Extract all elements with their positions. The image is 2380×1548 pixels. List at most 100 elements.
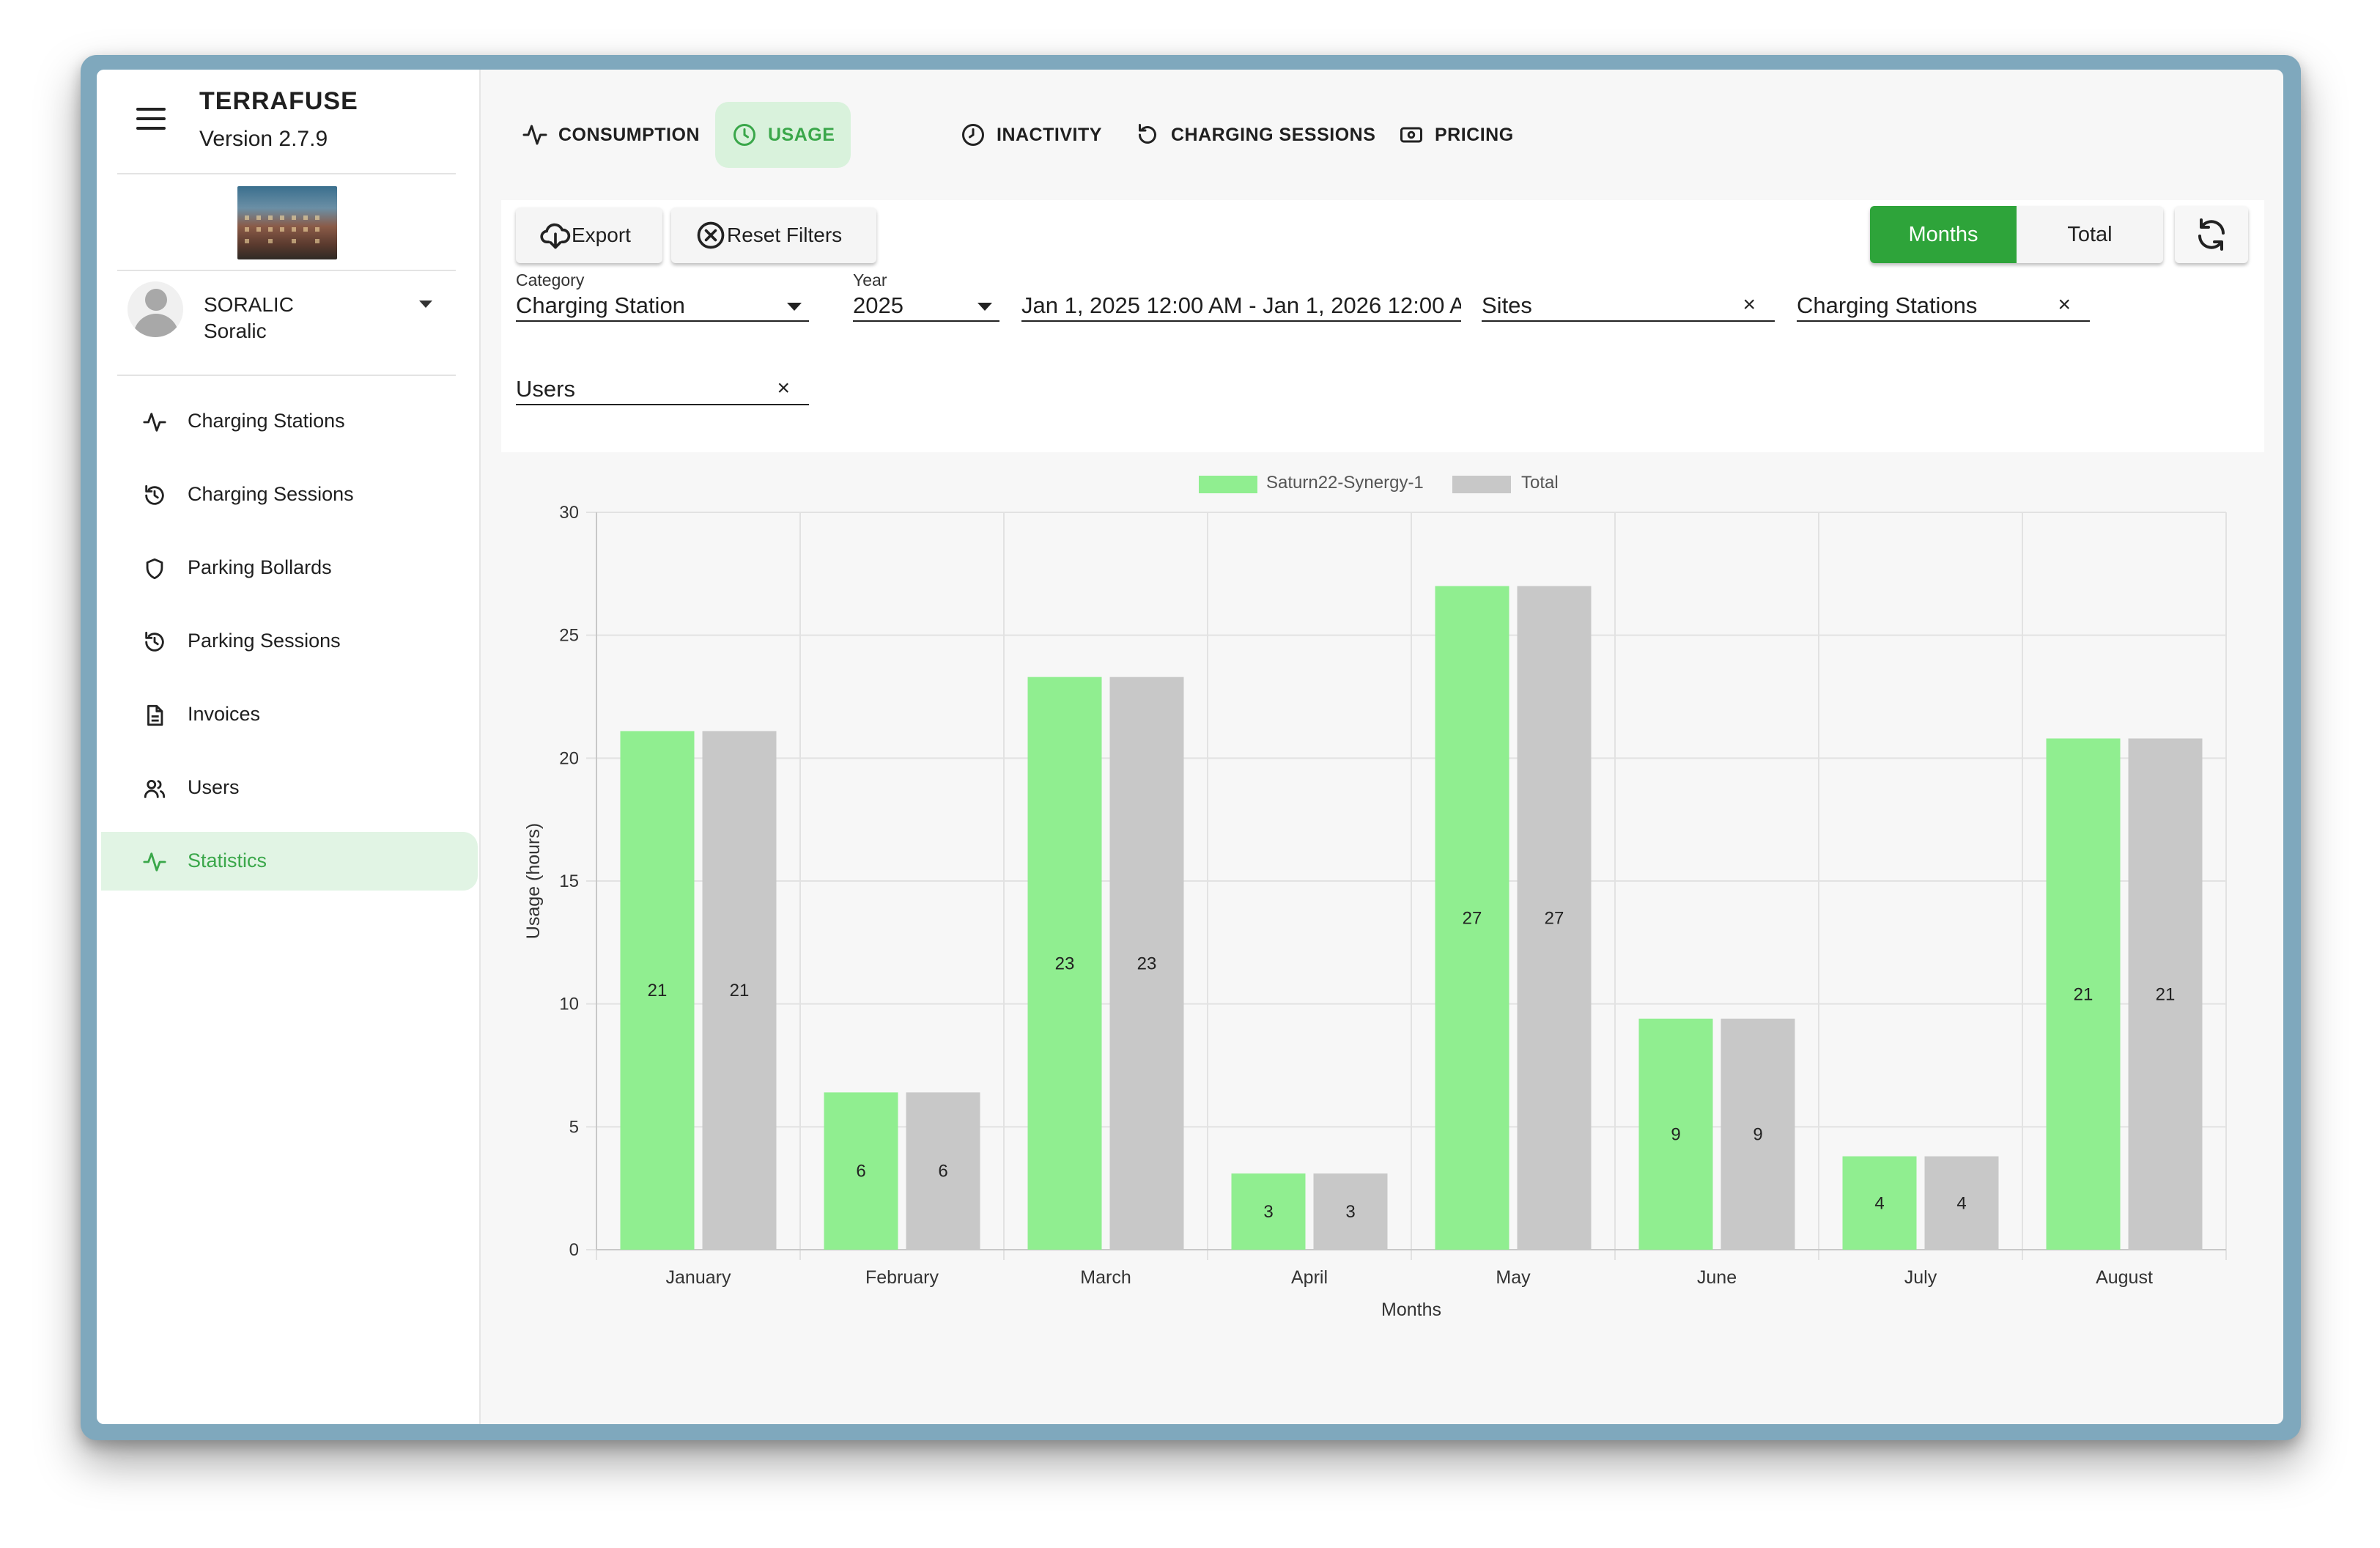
legend-swatch-total[interactable] bbox=[1452, 476, 1511, 493]
sidebar-item-label: Parking Bollards bbox=[188, 556, 332, 578]
user-name: Soralic bbox=[204, 320, 267, 342]
bar-data-label: 9 bbox=[1753, 1124, 1762, 1144]
y-tick-label: 20 bbox=[559, 748, 579, 768]
refresh-icon bbox=[2198, 218, 2225, 251]
sidebar-item-label: Charging Sessions bbox=[188, 483, 354, 505]
charging-stations-value: Charging Stations bbox=[1797, 292, 1978, 318]
year-select[interactable]: Year 2025 bbox=[853, 270, 999, 322]
x-tick-label: May bbox=[1496, 1267, 1531, 1288]
bar-data-label: 4 bbox=[1874, 1193, 1884, 1213]
y-tick-label: 30 bbox=[559, 503, 579, 523]
bar-data-label: 6 bbox=[856, 1162, 865, 1182]
site-image bbox=[237, 186, 337, 259]
sidebar-item-label: Parking Sessions bbox=[188, 630, 341, 652]
activity-icon bbox=[143, 852, 166, 871]
date-range-value: Jan 1, 2025 12:00 AM - Jan 1, 2026 12:00… bbox=[1021, 292, 1461, 318]
sidebar-item-label: Users bbox=[188, 776, 240, 798]
refresh-button[interactable] bbox=[2175, 206, 2248, 263]
history-icon bbox=[145, 631, 164, 652]
y-tick-label: 0 bbox=[569, 1240, 579, 1260]
bar-series1 bbox=[1027, 677, 1102, 1250]
legend-swatch-series1[interactable] bbox=[1199, 476, 1257, 493]
clear-icon[interactable]: × bbox=[1742, 292, 1756, 317]
export-button[interactable]: Export bbox=[516, 207, 662, 263]
chart-legend: Saturn22-Synergy-1 Total bbox=[501, 462, 2283, 493]
total-toggle-button[interactable]: Total bbox=[2017, 206, 2163, 263]
chart-plot: 0 5 10 15 20 25 30 21 21 January 6 6 February 23 23 Mar… bbox=[523, 503, 2227, 1320]
filter-panel: Export Reset Filters Months Total Catego… bbox=[501, 200, 2264, 452]
y-tick-label: 5 bbox=[569, 1117, 579, 1137]
sidebar-item-users[interactable]: Users bbox=[101, 759, 478, 817]
activity-icon bbox=[522, 125, 547, 145]
x-axis-title: Months bbox=[1381, 1300, 1441, 1320]
sidebar: TERRAFUSE Version 2.7.9 SORALIC Soralic … bbox=[97, 70, 481, 1424]
tab-inactivity[interactable]: INACTIVITY bbox=[960, 102, 1102, 168]
y-tick-label: 25 bbox=[559, 626, 579, 646]
caret-down-icon[interactable] bbox=[419, 301, 432, 308]
x-tick-label: January bbox=[666, 1267, 731, 1288]
bar-data-label: 27 bbox=[1545, 908, 1564, 928]
caret-down-icon[interactable] bbox=[978, 303, 992, 311]
clock-icon bbox=[733, 124, 755, 146]
menu-icon[interactable] bbox=[136, 108, 166, 134]
tab-pricing[interactable]: PRICING bbox=[1398, 102, 1514, 168]
timer-icon bbox=[962, 124, 984, 146]
sidebar-item-parking-sessions[interactable]: Parking Sessions bbox=[101, 612, 478, 671]
user-menu[interactable]: SORALIC Soralic bbox=[117, 271, 456, 344]
history-icon bbox=[145, 484, 164, 505]
bar-series1 bbox=[2046, 738, 2121, 1250]
caret-down-icon[interactable] bbox=[787, 303, 802, 311]
tab-label: PRICING bbox=[1435, 124, 1514, 145]
sidebar-item-label: Charging Stations bbox=[188, 410, 345, 432]
sidebar-item-statistics[interactable]: Statistics bbox=[101, 832, 478, 891]
tab-charging-sessions[interactable]: CHARGING SESSIONS bbox=[1134, 102, 1375, 168]
year-caption: Year bbox=[853, 270, 887, 290]
bar-data-label: 21 bbox=[2156, 984, 2176, 1004]
category-select[interactable]: Category Charging Station bbox=[516, 270, 809, 322]
document-icon bbox=[147, 704, 163, 726]
date-range-input[interactable]: Jan 1, 2025 12:00 AM - Jan 1, 2026 12:00… bbox=[1021, 275, 1461, 322]
bar-series1 bbox=[824, 1092, 898, 1250]
sites-filter[interactable]: Sites × bbox=[1482, 275, 1775, 322]
bar-data-label: 21 bbox=[648, 981, 668, 1000]
sidebar-nav: Charging Stations Charging Sessions Park… bbox=[97, 392, 479, 905]
charging-stations-filter[interactable]: Charging Stations × bbox=[1797, 275, 2090, 322]
tab-label: CHARGING SESSIONS bbox=[1171, 124, 1376, 145]
bar-data-label: 27 bbox=[1463, 908, 1482, 928]
x-tick-label: March bbox=[1080, 1267, 1131, 1288]
app-window: TERRAFUSE Version 2.7.9 SORALIC Soralic … bbox=[97, 70, 2283, 1424]
bar-total bbox=[2128, 738, 2203, 1250]
bar-data-label: 3 bbox=[1263, 1202, 1273, 1222]
users-icon bbox=[144, 779, 166, 798]
users-filter[interactable]: Users × bbox=[516, 358, 809, 405]
shield-icon bbox=[146, 558, 163, 580]
period-toggle: Months Total bbox=[1870, 206, 2163, 263]
bar-data-label: 21 bbox=[2074, 984, 2093, 1004]
bar-series1 bbox=[620, 731, 695, 1250]
year-value: 2025 bbox=[853, 292, 903, 318]
bar-total bbox=[1109, 677, 1184, 1250]
avatar bbox=[128, 281, 183, 337]
sidebar-item-charging-stations[interactable]: Charging Stations bbox=[101, 392, 478, 451]
tab-usage[interactable]: USAGE bbox=[715, 102, 851, 168]
months-toggle-button[interactable]: Months bbox=[1870, 206, 2017, 263]
sidebar-item-parking-bollards[interactable]: Parking Bollards bbox=[101, 539, 478, 597]
bar-total bbox=[702, 731, 777, 1250]
reset-filters-button[interactable]: Reset Filters bbox=[671, 207, 876, 263]
tab-consumption[interactable]: CONSUMPTION bbox=[522, 102, 700, 168]
sidebar-item-charging-sessions[interactable]: Charging Sessions bbox=[101, 465, 478, 524]
bar-total bbox=[1517, 586, 1592, 1250]
activity-icon bbox=[143, 413, 166, 432]
clear-icon[interactable]: × bbox=[777, 376, 790, 400]
bar-series1 bbox=[1435, 586, 1509, 1250]
legend-label-total: Total bbox=[1521, 473, 1559, 493]
clear-icon[interactable]: × bbox=[2058, 292, 2071, 317]
bar-series1 bbox=[1638, 1018, 1713, 1250]
sidebar-item-invoices[interactable]: Invoices bbox=[101, 685, 478, 744]
y-tick-label: 10 bbox=[559, 995, 579, 1014]
bar-data-label: 4 bbox=[1956, 1193, 1966, 1213]
divider bbox=[117, 375, 456, 376]
cash-icon bbox=[1400, 127, 1422, 143]
reset-filters-label: Reset Filters bbox=[727, 224, 843, 246]
x-tick-label: April bbox=[1291, 1267, 1328, 1288]
